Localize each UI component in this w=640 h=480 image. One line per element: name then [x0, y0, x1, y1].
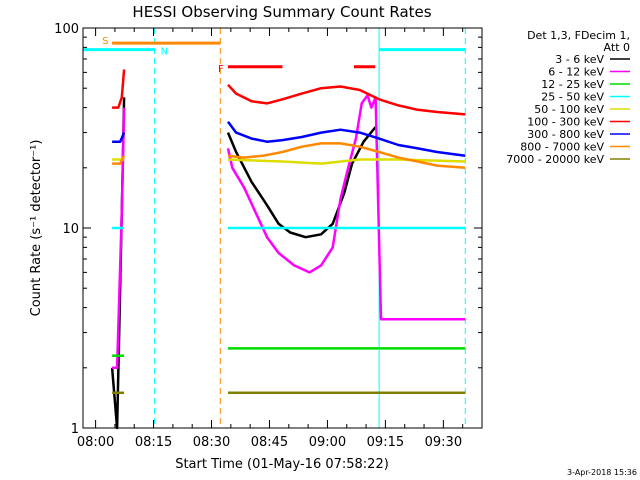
series-line: [226, 126, 377, 239]
legend-entry-label: 7000 - 20000 keV: [506, 153, 604, 166]
x-tick-label: 08:45: [251, 435, 288, 450]
plot-area: S N F: [83, 28, 466, 430]
x-tick-label: 08:00: [77, 435, 114, 450]
legend-title: Att 0: [604, 41, 630, 54]
bar-label: F: [218, 64, 224, 75]
series-line: [112, 69, 126, 109]
bar-label: N: [161, 47, 168, 58]
x-tick-label: 09:30: [425, 435, 462, 450]
series-line: [112, 155, 126, 165]
x-tick-label: 08:30: [193, 435, 230, 450]
x-axis-label: Start Time (01-May-16 07:58:22): [175, 457, 389, 472]
legend-entry-label: 3 - 6 keV: [555, 53, 604, 66]
series-line: [227, 83, 466, 116]
legend-entry-label: 6 - 12 keV: [548, 66, 604, 79]
legend-entry-label: 25 - 50 keV: [541, 91, 604, 104]
legend-entry-label: 100 - 300 keV: [527, 116, 604, 129]
y-axis-label: Count Rate (s⁻¹ detector⁻¹): [29, 140, 44, 317]
x-tick-label: 09:00: [309, 435, 346, 450]
legend-entry-label: 50 - 100 keV: [534, 103, 604, 116]
series-line: [227, 142, 466, 170]
legend-entry-label: 12 - 25 keV: [541, 78, 604, 91]
x-tick-label: 09:15: [367, 435, 404, 450]
axes: 08:00 08:15 08:30 08:45 09:00 09:15 09:30 1 10 10…: [54, 22, 482, 450]
x-tick-label: 08:15: [135, 435, 172, 450]
bar-label: S: [102, 36, 108, 47]
legend-entry-label: 300 - 800 keV: [527, 128, 604, 141]
chart-title: HESSI Observing Summary Count Rates: [132, 3, 431, 21]
series-line: [226, 120, 466, 157]
legend-entry-label: 800 - 7000 keV: [520, 141, 604, 154]
timestamp: 3-Apr-2018 15:36: [567, 468, 637, 477]
legend-title: Det 1,3, FDecim 1,: [527, 29, 630, 42]
y-tick-label: 1: [71, 422, 79, 437]
y-tick-label: 100: [54, 22, 79, 37]
y-tick-label: 10: [62, 222, 79, 237]
series-line: [112, 132, 126, 143]
series-line: [226, 94, 466, 321]
